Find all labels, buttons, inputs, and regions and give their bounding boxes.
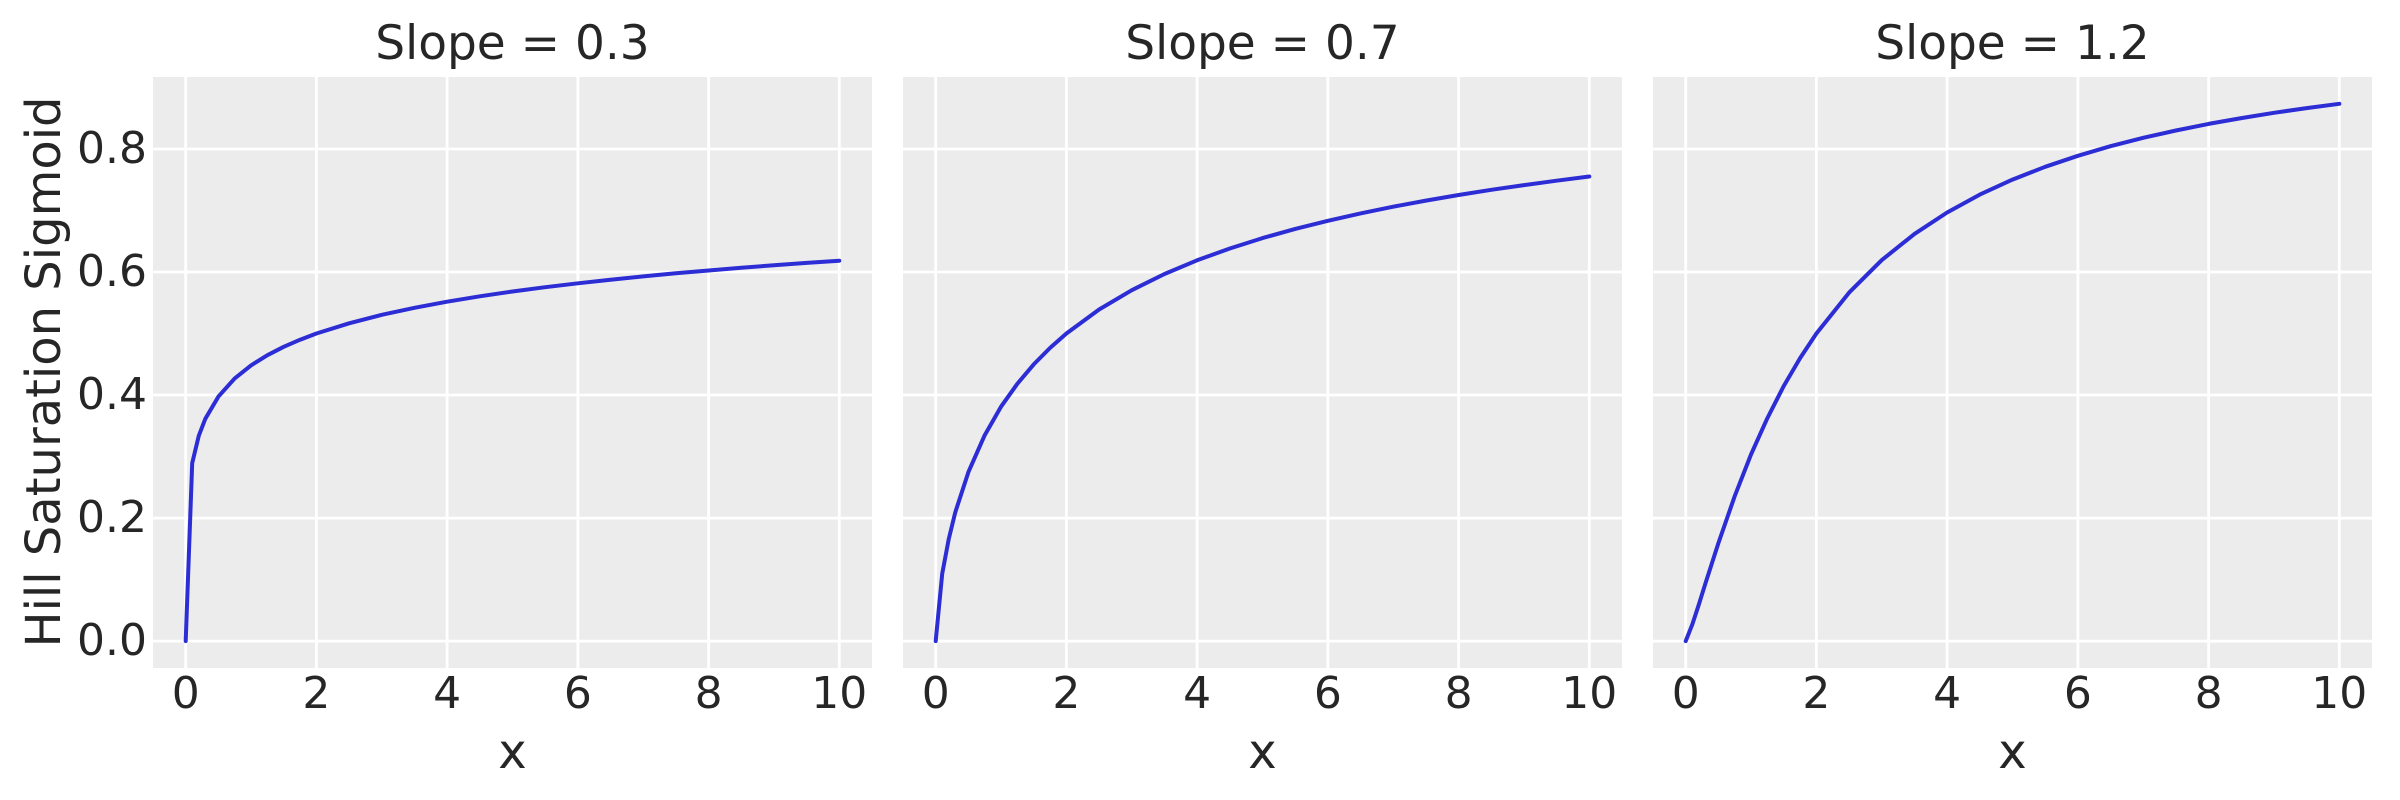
plot-area (903, 77, 1622, 668)
y-tick-label: 0.0 (77, 615, 147, 667)
x-axis-label: x (498, 724, 527, 780)
x-axis-label: x (1998, 724, 2027, 780)
x-tick-label: 8 (1444, 668, 1473, 719)
x-tick-label: 4 (1183, 668, 1212, 719)
plot-area (1653, 77, 2372, 668)
y-tick-label: 0.8 (77, 123, 147, 174)
plot-area (153, 77, 872, 668)
subplot-title: Slope = 0.3 (375, 16, 650, 71)
x-tick-label: 2 (302, 668, 331, 719)
subplot-title: Slope = 0.7 (1125, 16, 1400, 71)
subplot-title: Slope = 1.2 (1875, 16, 2150, 71)
x-tick-label: 2 (1802, 668, 1831, 719)
hill-curve (183, 258, 842, 644)
x-tick-label: 8 (2194, 668, 2223, 719)
x-tick-label: 4 (433, 668, 462, 719)
gridlines (1653, 77, 2372, 668)
subplot-slope-0_7: Slope = 0.7 0 2 4 6 8 10 x (903, 0, 1622, 800)
x-tick-label: 0 (1671, 668, 1700, 719)
gridlines (153, 77, 872, 668)
gridlines (903, 77, 1622, 668)
y-tick-label: 0.2 (77, 492, 147, 544)
y-tick-label: 0.4 (77, 369, 147, 420)
x-tick-label: 10 (811, 668, 868, 719)
hill-curve (933, 174, 1592, 644)
x-tick-label: 8 (694, 668, 723, 719)
subplot-slope-0_3: Slope = 0.3 0 2 4 6 8 10 x (153, 0, 872, 800)
x-tick-label: 2 (1052, 668, 1081, 719)
x-tick-label: 0 (921, 668, 950, 719)
x-axis-label: x (1248, 724, 1277, 780)
x-tick-label: 6 (1313, 668, 1342, 719)
x-tick-label: 4 (1933, 668, 1962, 719)
subplot-slope-1_2: Slope = 1.2 0 2 4 6 8 10 x (1653, 0, 2372, 800)
x-tick-label: 6 (2063, 668, 2092, 719)
y-axis-ticks: 0.0 0.2 0.4 0.6 0.8 (0, 0, 147, 800)
x-tick-label: 6 (563, 668, 592, 719)
hill-curve (1683, 101, 2342, 644)
x-tick-label: 10 (2311, 668, 2368, 719)
x-tick-label: 0 (171, 668, 200, 719)
y-tick-label: 0.6 (77, 246, 147, 297)
x-tick-label: 10 (1561, 668, 1618, 719)
